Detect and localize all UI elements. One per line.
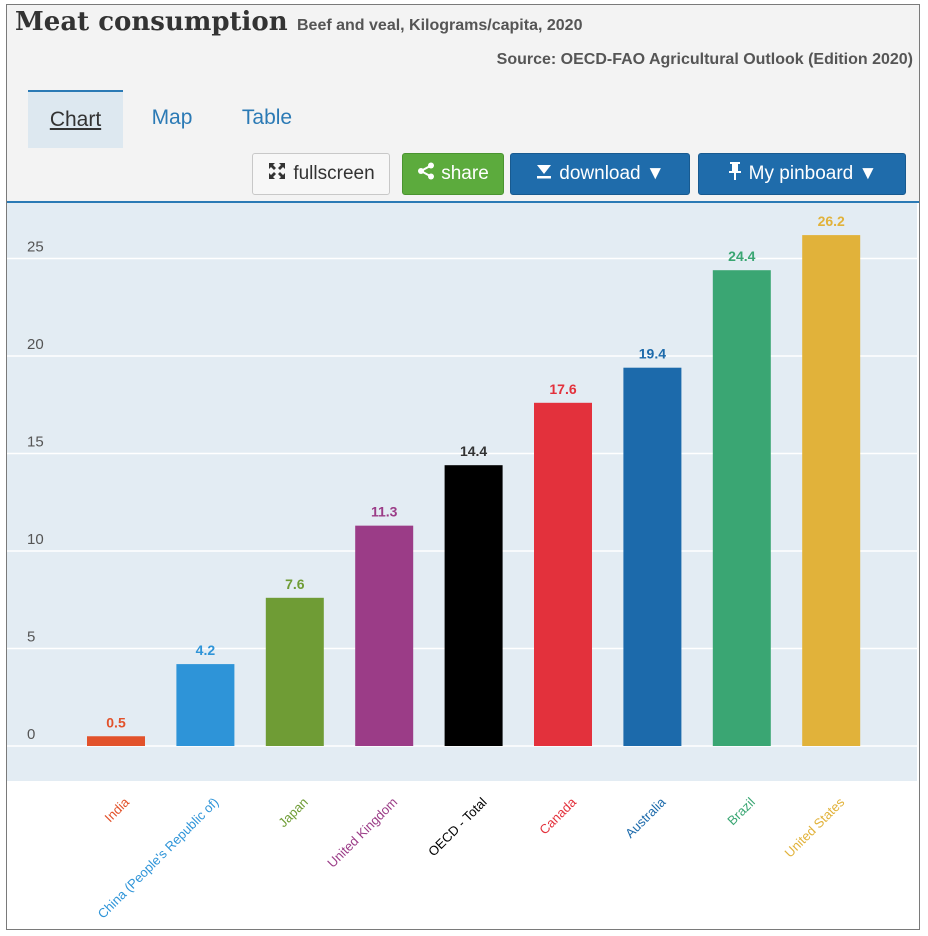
y-tick-label: 10 [27, 531, 44, 548]
x-tick-label: OECD - Total [425, 794, 490, 859]
data-label: 11.3 [371, 504, 398, 520]
y-tick-label: 0 [27, 726, 35, 743]
chart-header: Meat consumption Beef and veal, Kilogram… [7, 5, 919, 201]
y-tick-label: 15 [27, 434, 44, 451]
data-label: 14.4 [460, 443, 487, 459]
bar [623, 367, 682, 746]
bar [176, 664, 235, 746]
expand-icon [267, 161, 287, 187]
bar [802, 235, 861, 746]
bar [712, 270, 771, 746]
pinboard-label: My pinboard ▼ [748, 163, 878, 184]
pin-icon [727, 161, 743, 187]
chart-frame: Meat consumption Beef and veal, Kilogram… [6, 4, 920, 930]
data-label: 26.2 [818, 213, 845, 229]
y-tick-label: 25 [27, 239, 44, 256]
share-button[interactable]: share [402, 153, 504, 195]
page-subtitle: Beef and veal, Kilograms/capita, 2020 [297, 17, 583, 34]
bar [444, 465, 503, 746]
tab-chart[interactable]: Chart [28, 90, 123, 148]
data-label: 17.6 [549, 381, 576, 397]
download-icon [535, 162, 553, 186]
download-label: download ▼ [559, 163, 665, 184]
x-tick-label: India [102, 794, 133, 825]
x-tick-label: Canada [536, 794, 579, 837]
source-note: Source: OECD-FAO Agricultural Outlook (E… [496, 51, 913, 68]
share-label: share [441, 163, 489, 184]
fullscreen-button[interactable]: fullscreen [252, 153, 390, 195]
share-icon [417, 162, 435, 186]
tab-table[interactable]: Table [241, 106, 293, 129]
x-tick-label: Brazil [724, 794, 758, 828]
download-button[interactable]: download ▼ [510, 153, 690, 195]
data-label: 0.5 [106, 714, 126, 730]
data-label: 7.6 [285, 576, 305, 592]
pinboard-button[interactable]: My pinboard ▼ [698, 153, 906, 195]
bar [534, 402, 592, 746]
header-divider [7, 201, 919, 203]
bar [87, 736, 145, 746]
data-label: 19.4 [639, 346, 666, 362]
data-label: 24.4 [728, 248, 755, 264]
tab-map[interactable]: Map [151, 106, 193, 129]
x-tick-label: United Kingdom [324, 795, 400, 871]
x-tick-label: United States [782, 794, 848, 860]
x-tick-label: Australia [622, 794, 669, 841]
bar [355, 525, 414, 746]
fullscreen-label: fullscreen [293, 163, 375, 184]
x-tick-label: Japan [275, 795, 311, 831]
y-tick-label: 20 [27, 336, 44, 353]
bar [265, 597, 324, 746]
data-label: 4.2 [196, 642, 216, 658]
y-tick-label: 5 [27, 629, 35, 646]
page-title: Meat consumption [15, 7, 288, 37]
